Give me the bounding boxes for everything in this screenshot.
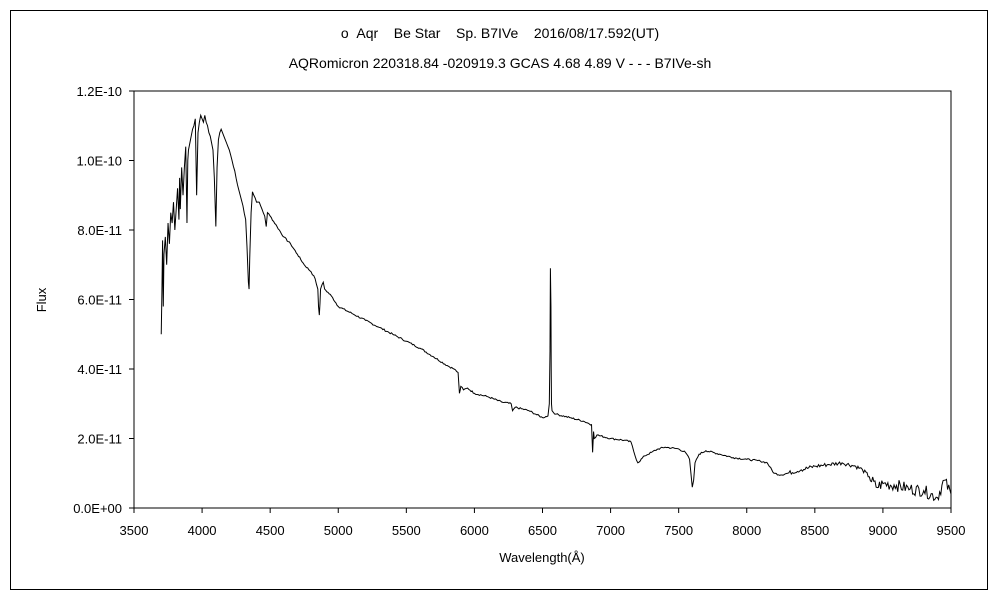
x-axis-label: Wavelength(Å) xyxy=(499,550,585,565)
y-tick-label: 2.0E-11 xyxy=(77,432,122,447)
plot-area xyxy=(133,90,952,509)
x-tick-label: 5000 xyxy=(324,523,353,538)
x-axis: 3500 4000 4500 5000 5500 6000 6500 7000 7500 8000… xyxy=(120,508,966,538)
x-tick-label: 7500 xyxy=(664,523,693,538)
x-tick-label: 7000 xyxy=(596,523,625,538)
x-tick-label: 5500 xyxy=(392,523,421,538)
y-tick-label: 6.0E-11 xyxy=(77,293,122,308)
y-tick-label: 4.0E-11 xyxy=(77,362,122,377)
x-tick-label: 9500 xyxy=(937,523,966,538)
chart-subtitle: AQRomicron 220318.84 -020919.3 GCAS 4.68… xyxy=(288,55,712,71)
x-tick-label: 3500 xyxy=(120,523,149,538)
y-axis: 0.0E+00 2.0E-11 4.0E-11 6.0E-11 8.0E-11 1.0E-… xyxy=(73,84,134,516)
x-tick-label: 8500 xyxy=(800,523,829,538)
x-tick-label: 6500 xyxy=(528,523,557,538)
x-tick-label: 8000 xyxy=(732,523,761,538)
x-tick-label: 4500 xyxy=(256,523,285,538)
x-tick-label: 6000 xyxy=(460,523,489,538)
y-tick-label: 1.0E-10 xyxy=(76,154,122,169)
y-axis-label: Flux xyxy=(34,287,49,312)
x-tick-label: 4000 xyxy=(188,523,217,538)
y-tick-label: 1.2E-10 xyxy=(76,84,122,99)
y-tick-label: 0.0E+00 xyxy=(73,501,122,516)
chart-title: ο Aqr Be Star Sp. B7IVe 2016/08/17.592(U… xyxy=(340,25,660,41)
spectrum-line xyxy=(160,113,952,502)
chart-frame xyxy=(10,10,988,590)
x-tick-label: 9000 xyxy=(868,523,897,538)
y-tick-label: 8.0E-11 xyxy=(77,223,122,238)
